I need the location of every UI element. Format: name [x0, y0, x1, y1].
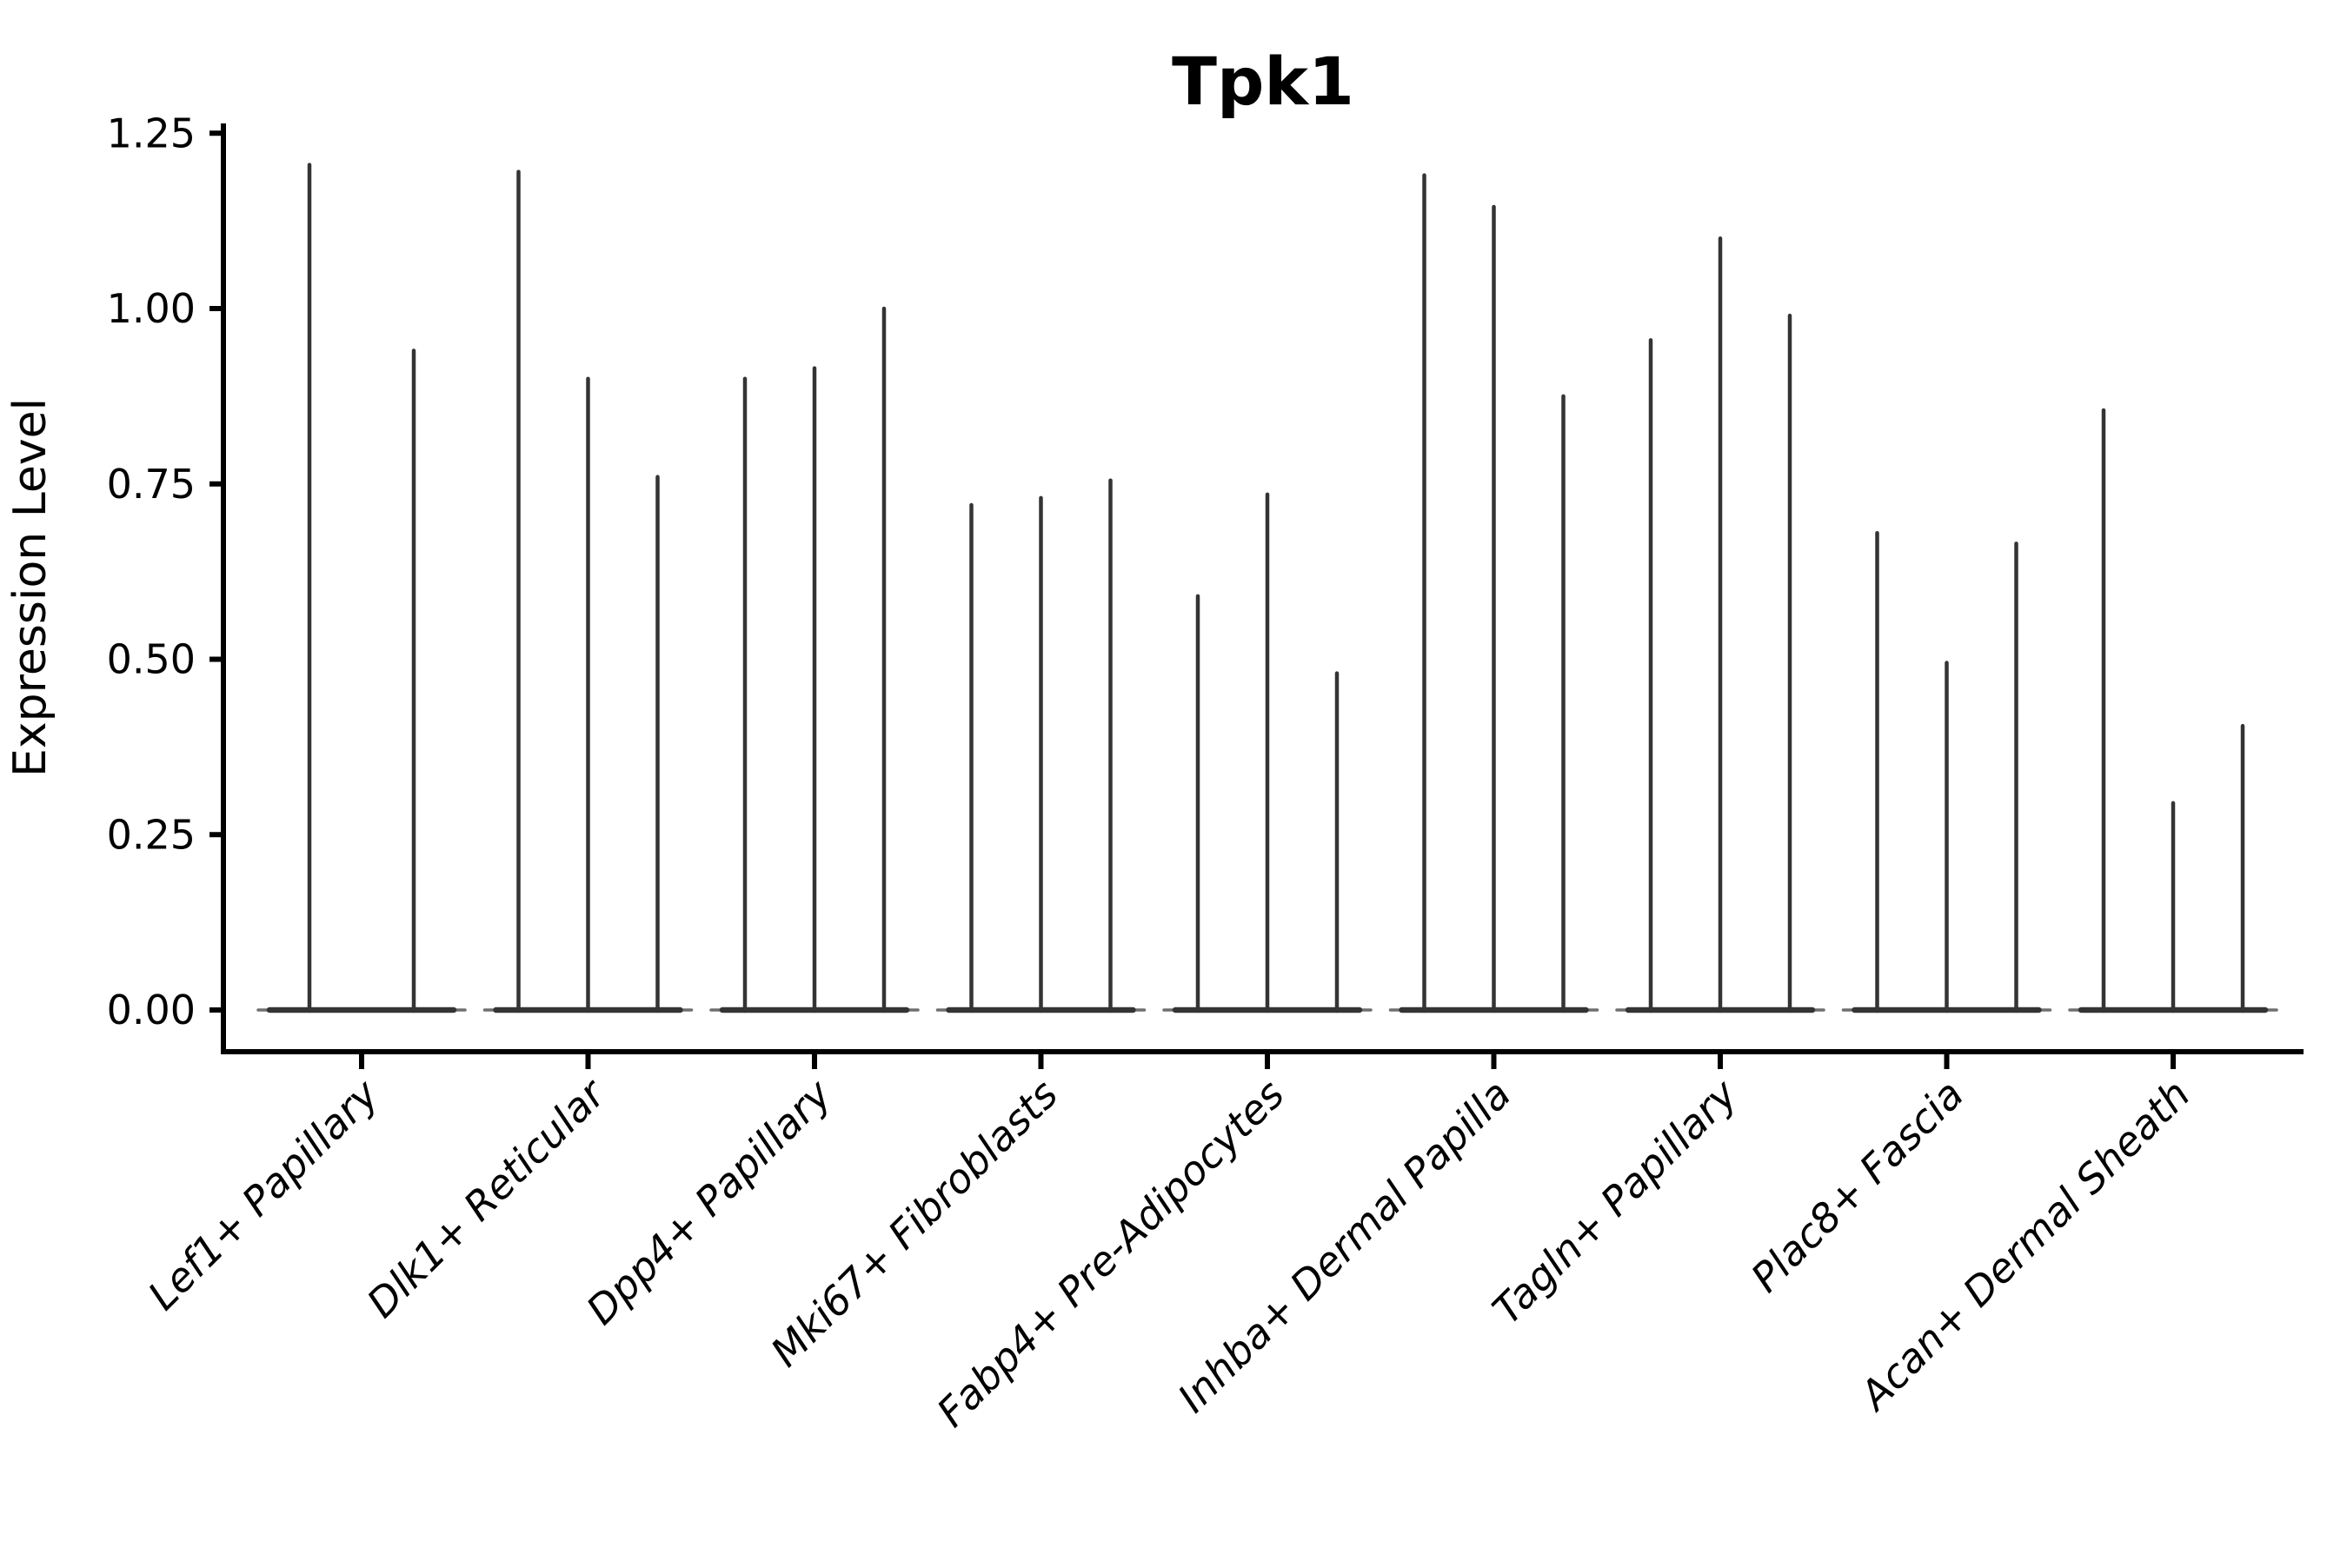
x-tick-label: Tagln+ Papillary [1483, 1070, 1746, 1333]
y-tick-label: 0.50 [107, 636, 196, 683]
chart-title: Tpk1 [1172, 43, 1354, 120]
x-tick-label: Lef1+ Papillary [139, 1070, 388, 1319]
x-tick-label: Dpp4+ Papillary [577, 1070, 841, 1333]
x-tick-label: Dlk1+ Reticular [358, 1068, 616, 1326]
y-axis-label: Expression Level [4, 398, 57, 777]
y-tick-label: 1.25 [107, 110, 196, 156]
y-tick-label: 0.75 [107, 461, 196, 508]
x-tick-label: Plac8+ Fascia [1742, 1071, 1972, 1301]
y-tick-label: 0.25 [107, 811, 196, 858]
y-tick-label: 1.00 [107, 285, 196, 332]
y-tick-label: 0.00 [107, 987, 196, 1033]
